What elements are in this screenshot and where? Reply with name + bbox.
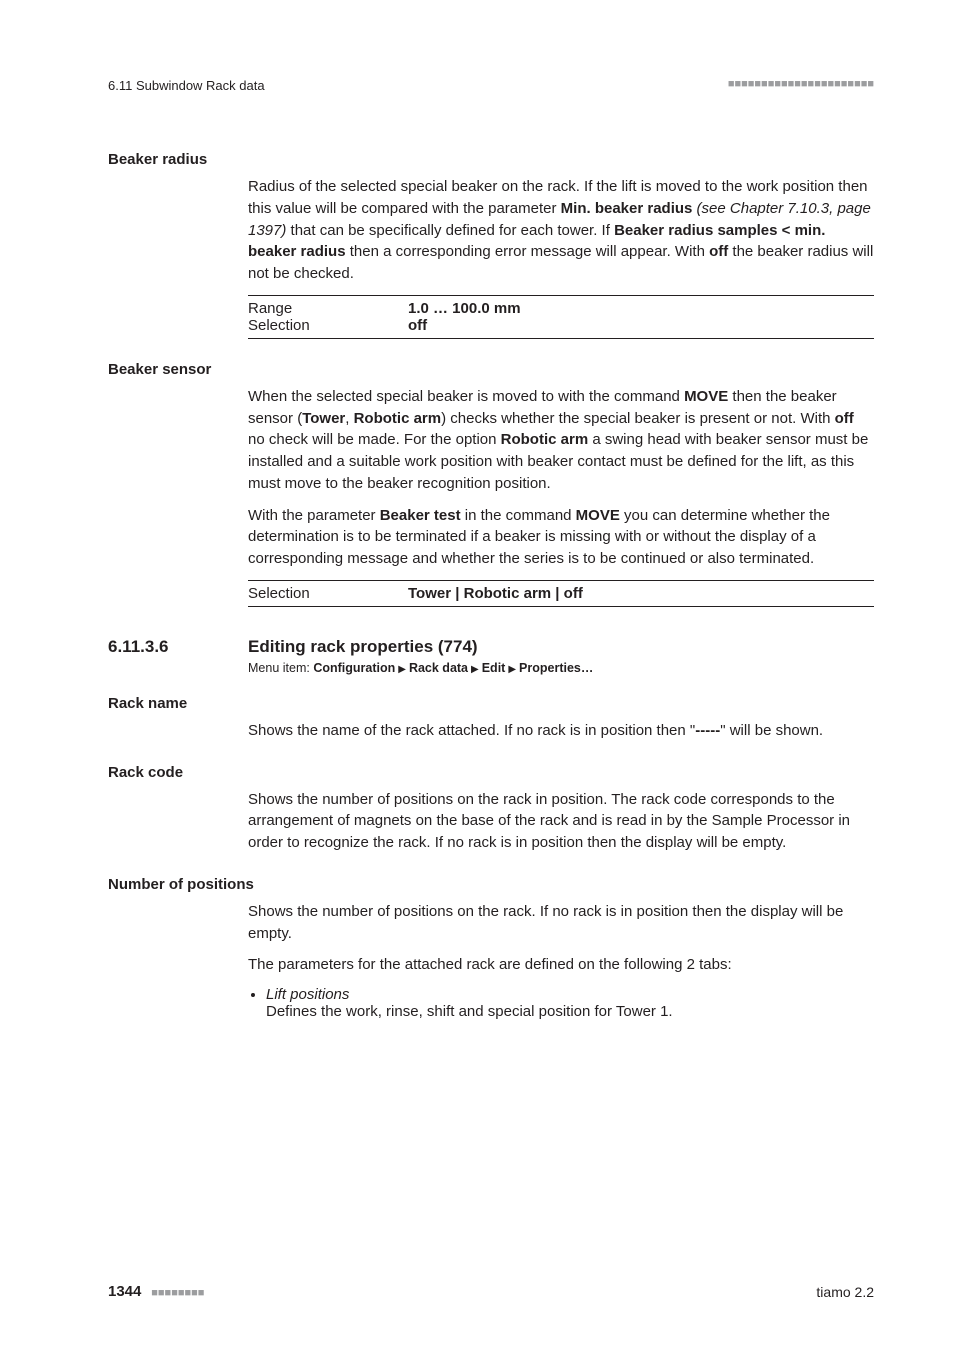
text: no check will be made. For the option <box>248 431 501 448</box>
running-head-left: 6.11 Subwindow Rack data <box>108 78 265 93</box>
text: in the command <box>461 507 576 524</box>
section-rack-code: Rack code Shows the number of positions … <box>108 764 874 854</box>
label-rack-code: Rack code <box>108 764 874 781</box>
content-beaker-sensor: When the selected special beaker is move… <box>248 386 874 607</box>
footer-dots: ■■■■■■■■ <box>151 1287 204 1299</box>
page: 6.11 Subwindow Rack data ■■■■■■■■■■■■■■■… <box>0 0 954 1350</box>
text-bold: Robotic arm <box>501 431 589 448</box>
text: ) checks whether the special beaker is p… <box>441 410 835 427</box>
subheading: 6.11.3.6 Editing rack properties (774) <box>108 637 874 657</box>
running-head-dots: ■■■■■■■■■■■■■■■■■■■■■■ <box>728 78 874 93</box>
chevron-icon: ▶ <box>471 664 479 675</box>
section-number-of-positions: Number of positions Shows the number of … <box>108 876 874 1020</box>
running-head: 6.11 Subwindow Rack data ■■■■■■■■■■■■■■■… <box>108 78 874 93</box>
text-bold: ----- <box>695 722 720 739</box>
text: that can be specifically defined for eac… <box>286 222 614 239</box>
cell-key: Selection <box>248 585 408 602</box>
label-number-of-positions: Number of positions <box>108 876 874 893</box>
menu-prefix: Menu item: <box>248 661 313 675</box>
text-bold: MOVE <box>576 507 620 524</box>
para-beaker-sensor-2: With the parameter Beaker test in the co… <box>248 505 874 570</box>
cell-value: off <box>408 317 427 334</box>
menu-item: Rack data <box>409 661 468 675</box>
menu-item: Properties… <box>519 661 593 675</box>
text: " will be shown. <box>720 722 823 739</box>
heading-title: Editing rack properties (774) <box>248 637 478 657</box>
page-number: 1344 <box>108 1283 141 1300</box>
table-row: Range 1.0 … 100.0 mm <box>248 300 874 317</box>
opt: Tower <box>408 585 451 602</box>
para-numpos-1: Shows the number of positions on the rac… <box>248 901 874 945</box>
para-beaker-radius: Radius of the selected special beaker on… <box>248 176 874 285</box>
list-item: Lift positions Defines the work, rinse, … <box>266 986 874 1020</box>
para-rack-code: Shows the number of positions on the rac… <box>248 789 874 854</box>
para-rack-name: Shows the name of the rack attached. If … <box>248 720 874 742</box>
text-bold: Beaker test <box>380 507 461 524</box>
cell-value: 1.0 … 100.0 mm <box>408 300 521 317</box>
text-bold: Robotic arm <box>354 410 442 427</box>
label-beaker-sensor: Beaker sensor <box>108 361 874 378</box>
menu-path: Menu item: Configuration▶Rack data▶Edit▶… <box>248 661 874 675</box>
section-rack-name: Rack name Shows the name of the rack att… <box>108 695 874 742</box>
text-bold: Min. beaker radius <box>561 200 693 217</box>
section-beaker-radius: Beaker radius Radius of the selected spe… <box>108 151 874 339</box>
text: , <box>345 410 353 427</box>
chevron-icon: ▶ <box>508 664 516 675</box>
heading-number: 6.11.3.6 <box>108 637 248 657</box>
list-item-desc: Defines the work, rinse, shift and speci… <box>266 1003 673 1020</box>
text-bold: off <box>709 243 728 260</box>
text-bold: Tower <box>302 410 345 427</box>
text: When the selected special beaker is move… <box>248 388 684 405</box>
table-row: Selection off <box>248 317 874 334</box>
list-item-title: Lift positions <box>266 986 349 1003</box>
opt: Robotic arm <box>464 585 552 602</box>
cell-value: Tower | Robotic arm | off <box>408 585 583 602</box>
bullet-list: Lift positions Defines the work, rinse, … <box>248 986 874 1020</box>
page-footer: 1344 ■■■■■■■■ tiamo 2.2 <box>108 1283 874 1300</box>
cell-key: Range <box>248 300 408 317</box>
label-beaker-radius: Beaker radius <box>108 151 874 168</box>
table-row: Selection Tower | Robotic arm | off <box>248 585 874 602</box>
table-beaker-radius: Range 1.0 … 100.0 mm Selection off <box>248 295 874 339</box>
text: Shows the name of the rack attached. If … <box>248 722 695 739</box>
para-numpos-2: The parameters for the attached rack are… <box>248 954 874 976</box>
menu-item: Configuration <box>313 661 395 675</box>
section-beaker-sensor: Beaker sensor When the selected special … <box>108 361 874 607</box>
content-beaker-radius: Radius of the selected special beaker on… <box>248 176 874 339</box>
para-beaker-sensor-1: When the selected special beaker is move… <box>248 386 874 495</box>
text-bold: off <box>835 410 854 427</box>
content-number-of-positions: Shows the number of positions on the rac… <box>248 901 874 1020</box>
text: With the parameter <box>248 507 380 524</box>
opt: off <box>564 585 583 602</box>
label-rack-name: Rack name <box>108 695 874 712</box>
footer-left: 1344 ■■■■■■■■ <box>108 1283 204 1300</box>
chevron-icon: ▶ <box>398 664 406 675</box>
footer-right: tiamo 2.2 <box>816 1284 874 1300</box>
table-beaker-sensor: Selection Tower | Robotic arm | off <box>248 580 874 607</box>
menu-item: Edit <box>482 661 506 675</box>
text: then a corresponding error message will … <box>346 243 710 260</box>
cell-key: Selection <box>248 317 408 334</box>
text-bold: MOVE <box>684 388 728 405</box>
